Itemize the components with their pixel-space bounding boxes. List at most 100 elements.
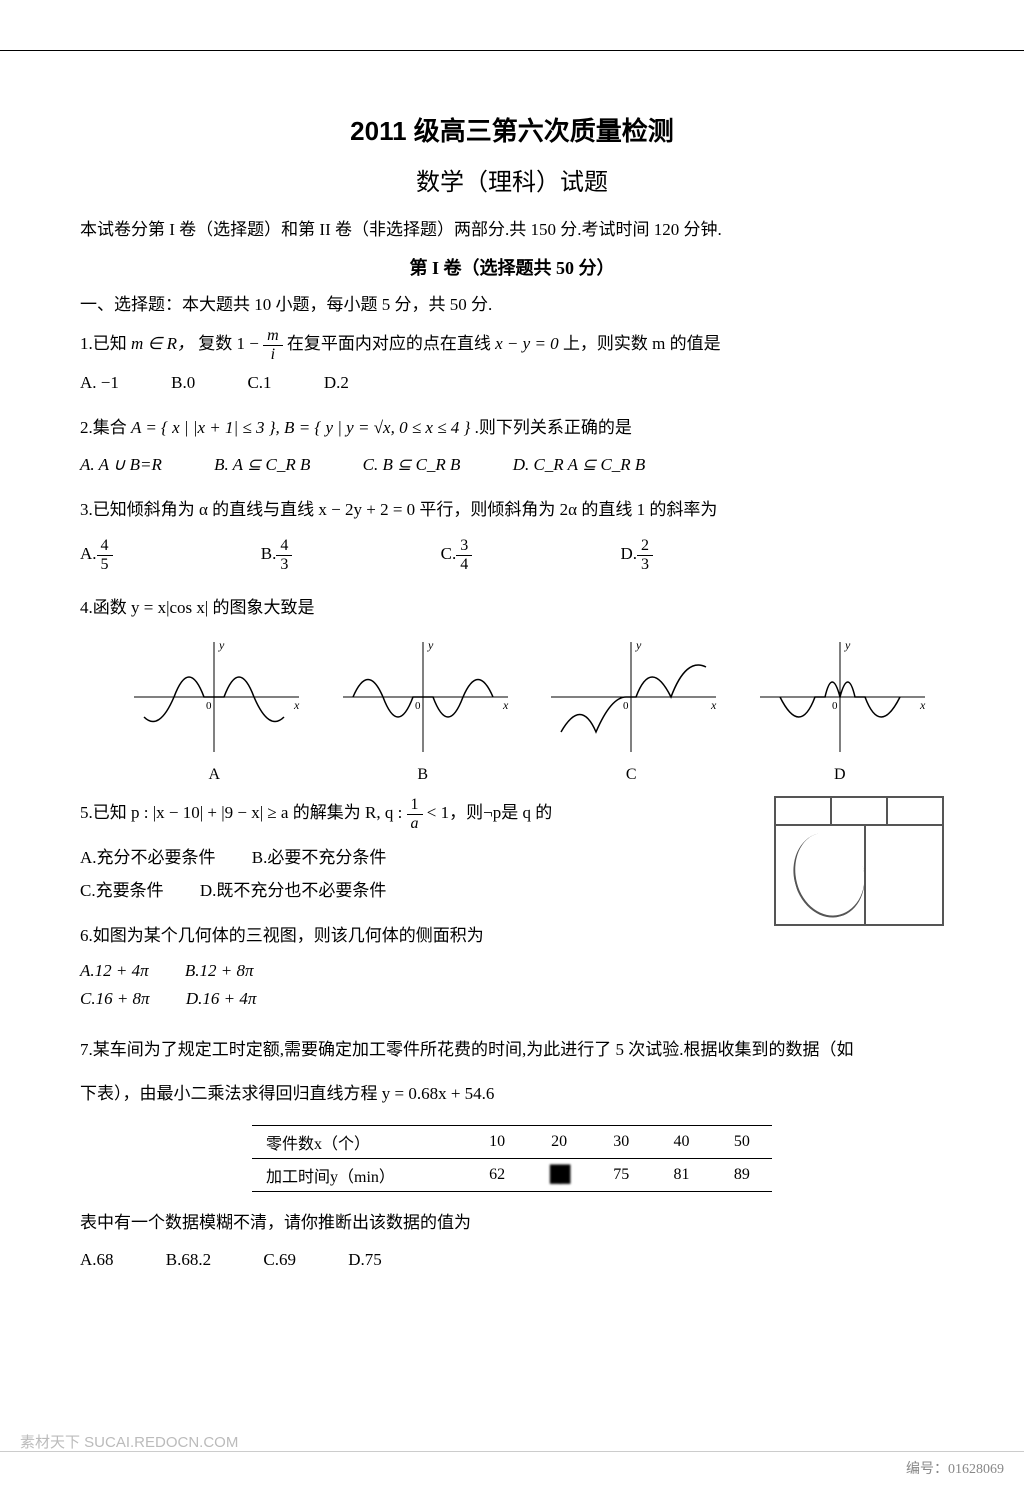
cell: 10	[467, 1125, 527, 1158]
q5-options-row2: C.充要条件 D.既不充分也不必要条件	[80, 876, 764, 901]
q3-opt-b: B.43	[261, 537, 389, 573]
footer-bar: 编号：01628069	[0, 1451, 1024, 1484]
q1-opt-d: D.2	[324, 373, 349, 393]
q4-label-a: A	[119, 766, 309, 784]
cell: 89	[712, 1158, 772, 1191]
cell: 40	[651, 1125, 711, 1158]
q1-m: m ∈ R，	[127, 334, 194, 353]
svg-text:y: y	[218, 638, 225, 652]
exam-info: 本试卷分第 I 卷（选择题）和第 II 卷（非选择题）两部分.共 150 分.考…	[80, 215, 944, 240]
q7-opt-b: B.68.2	[166, 1250, 211, 1270]
q3-opt-a: A.45	[80, 537, 209, 573]
q5-q6-wrapper: 5.已知 p : |x − 10| + |9 − x| ≥ a 的解集为 R, …	[80, 796, 944, 1026]
q1-frac: mi	[263, 327, 283, 363]
footer-id-value: 01628069	[948, 1462, 1004, 1477]
cell: 75	[591, 1158, 651, 1191]
svg-text:y: y	[427, 638, 434, 652]
q5-opt-c: C.充要条件	[80, 876, 164, 901]
q5-prefix: 5.已知 p : |x − 10| + |9 − x| ≥ a 的解集为 R, …	[80, 803, 402, 822]
q4-label-c: C	[536, 766, 726, 784]
svg-text:y: y	[635, 638, 642, 652]
cell: 20	[527, 1125, 591, 1158]
row1-label: 零件数x（个）	[252, 1125, 467, 1158]
section-desc: 一、选择题：本大题共 10 小题，每小题 5 分，共 50 分.	[80, 290, 944, 315]
q7-options: A.68 B.68.2 C.69 D.75	[80, 1250, 944, 1270]
q2-opt-d: D. C_R A ⊆ C_R B	[513, 455, 646, 475]
q5-frac: 1a	[407, 796, 423, 832]
q6-opt-c: C.16 + 8π	[80, 989, 150, 1009]
graph-c-svg: y x 0	[541, 637, 721, 757]
q4-text: 4.函数 y = x|cos x| 的图象大致是	[80, 591, 944, 625]
q1-mid: 复数	[198, 334, 232, 353]
q2-options: A. A ∪ B=R B. A ⊆ C_R B C. B ⊆ C_R B D. …	[80, 455, 944, 475]
svg-text:y: y	[844, 638, 851, 652]
q1-tail: 上，则实数 m 的值是	[563, 334, 721, 353]
table-row: 加工时间y（min） 62 ██ 75 81 89	[252, 1158, 772, 1191]
q1-eq: x − y = 0	[495, 334, 559, 353]
q7-opt-a: A.68	[80, 1250, 114, 1270]
q3-opt-c: C.34	[441, 537, 569, 573]
q4-graphs: y x 0 A y x 0 B y x 0	[110, 637, 944, 784]
q3-opt-d: D.23	[620, 537, 749, 573]
q2-text: 2.集合 A = { x | |x + 1| ≤ 3 }, B = { y | …	[80, 411, 944, 445]
q1-options: A. −1 B.0 C.1 D.2	[80, 373, 944, 393]
q1-suffix: 在复平面内对应的点在直线	[287, 334, 491, 353]
q6-diagram-top	[776, 798, 942, 826]
cell: 30	[591, 1125, 651, 1158]
q5-options-row1: A.充分不必要条件 B.必要不充分条件	[80, 843, 764, 868]
q1-prefix: 1.已知	[80, 334, 127, 353]
q2-set: A = { x | |x + 1| ≤ 3 }, B = { y | y = √…	[131, 418, 470, 437]
q2-prefix: 2.集合	[80, 418, 127, 437]
q1-opt-b: B.0	[171, 373, 195, 393]
q3-text: 3.已知倾斜角为 α 的直线与直线 x − 2y + 2 = 0 平行，则倾斜角…	[80, 493, 944, 527]
q1-opt-a: A. −1	[80, 373, 119, 393]
svg-text:0: 0	[415, 700, 421, 712]
q2-opt-c: C. B ⊆ C_R B	[363, 455, 461, 475]
cell: 62	[467, 1158, 527, 1191]
q7-opt-d: D.75	[348, 1250, 382, 1270]
exam-page: 2011 级高三第六次质量检测 数学（理科）试题 本试卷分第 I 卷（选择题）和…	[0, 50, 1024, 1308]
q5-tail: < 1，则¬p是 q 的	[427, 803, 552, 822]
q6-text: 6.如图为某个几何体的三视图，则该几何体的侧面积为	[80, 919, 764, 953]
q7-tail: 表中有一个数据模糊不清，请你推断出该数据的值为	[80, 1206, 944, 1240]
svg-text:x: x	[710, 698, 717, 712]
q2-tail: .则下列关系正确的是	[475, 418, 632, 437]
q2-opt-a: A. A ∪ B=R	[80, 455, 162, 475]
svg-text:0: 0	[832, 700, 838, 712]
svg-text:x: x	[293, 698, 300, 712]
table-row: 零件数x（个） 10 20 30 40 50	[252, 1125, 772, 1158]
q4-graph-d: y x 0 D	[745, 637, 935, 784]
page-title: 2011 级高三第六次质量检测	[80, 111, 944, 148]
q6-opt-b: B.12 + 8π	[185, 961, 254, 981]
footer-id-label: 编号：	[906, 1462, 948, 1477]
q4-graph-c: y x 0 C	[536, 637, 726, 784]
q6-options-row1: A.12 + 4π B.12 + 8π	[80, 961, 764, 981]
q7-opt-c: C.69	[263, 1250, 296, 1270]
graph-a-svg: y x 0	[124, 637, 304, 757]
cell: 50	[712, 1125, 772, 1158]
footer-id: 编号：01628069	[906, 1458, 1004, 1478]
q1-text: 1.已知 m ∈ R， 复数 1 − mi 在复平面内对应的点在直线 x − y…	[80, 327, 944, 363]
cell-blurred: ██	[527, 1158, 591, 1191]
q7-table: 零件数x（个） 10 20 30 40 50 加工时间y（min） 62 ██ …	[252, 1125, 772, 1192]
q7-text: 7.某车间为了规定工时定额,需要确定加工零件所花费的时间,为此进行了 5 次试验…	[80, 1033, 944, 1067]
q2-opt-b: B. A ⊆ C_R B	[214, 455, 310, 475]
q5-text: 5.已知 p : |x − 10| + |9 − x| ≥ a 的解集为 R, …	[80, 796, 764, 832]
q4-graph-a: y x 0 A	[119, 637, 309, 784]
q7-text2: 下表），由最小二乘法求得回归直线方程 y = 0.68x + 54.6	[80, 1077, 944, 1111]
q4-label-d: D	[745, 766, 935, 784]
cell: 81	[651, 1158, 711, 1191]
page-subtitle: 数学（理科）试题	[80, 162, 944, 197]
q4-label-b: B	[328, 766, 518, 784]
svg-text:x: x	[919, 698, 926, 712]
q6-options-row2: C.16 + 8π D.16 + 4π	[80, 989, 764, 1009]
q4-graph-b: y x 0 B	[328, 637, 518, 784]
section-title: 第 I 卷（选择题共 50 分）	[80, 254, 944, 280]
q6-opt-d: D.16 + 4π	[186, 989, 257, 1009]
q5-opt-b: B.必要不充分条件	[252, 843, 387, 868]
graph-d-svg: y x 0	[750, 637, 930, 757]
q6-diagram	[774, 796, 944, 926]
q5-opt-d: D.既不充分也不必要条件	[200, 876, 387, 901]
svg-text:0: 0	[623, 700, 629, 712]
row2-label: 加工时间y（min）	[252, 1158, 467, 1191]
